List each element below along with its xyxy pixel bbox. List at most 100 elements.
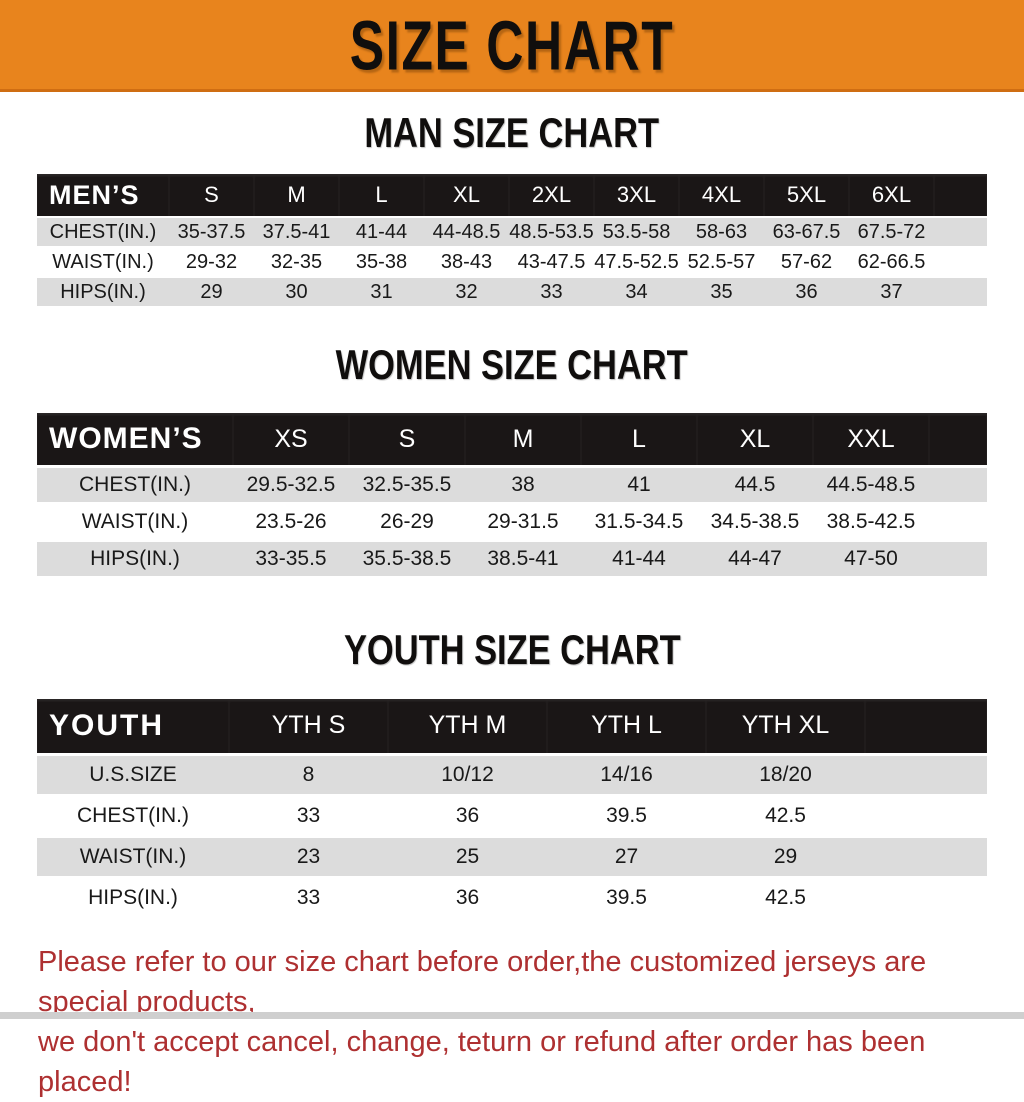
- size-value: 29-31.5: [465, 505, 581, 540]
- size-value: 43-47.5: [509, 248, 594, 277]
- size-table-row: CHEST(IN.) 33 36 39.5 42.5: [37, 796, 987, 835]
- size-value: 47.5-52.5: [594, 248, 679, 277]
- size-value: 36: [764, 278, 849, 307]
- size-value: 44-48.5: [424, 218, 509, 247]
- size-table-row: CHEST(IN.) 35-37.5 37.5-41 41-44 44-48.5 48.5…: [37, 218, 987, 247]
- row-label: HIPS(IN.): [37, 878, 229, 917]
- bottom-border-strip: [0, 1012, 1024, 1019]
- size-value: 41-44: [339, 218, 424, 247]
- header-spacer-cell: [865, 698, 987, 753]
- size-value: 10/12: [388, 755, 547, 794]
- size-value: 58-63: [679, 218, 764, 247]
- size-value: 31.5-34.5: [581, 505, 697, 540]
- size-column-header: L: [581, 413, 697, 466]
- row-spacer-cell: [934, 218, 987, 247]
- row-label: CHEST(IN.): [37, 218, 169, 247]
- women-size-table: WOMEN’S XS S M L XL XXL CHEST(IN.) 29.5-32.5 32.5…: [37, 410, 987, 579]
- row-label: HIPS(IN.): [37, 542, 233, 577]
- size-value: 33: [509, 278, 594, 307]
- size-value: 8: [229, 755, 388, 794]
- men-section-heading-text: MAN SIZE CHART: [364, 109, 660, 156]
- size-table-row: CHEST(IN.) 29.5-32.5 32.5-35.5 38 41 44.5 44.5…: [37, 468, 987, 503]
- youth-size-table: YOUTH YTH S YTH M YTH L YTH XL U.S.SIZE 8 10/12…: [37, 696, 987, 920]
- row-spacer-cell: [929, 505, 987, 540]
- size-value: 29.5-32.5: [233, 468, 349, 503]
- size-value: 34.5-38.5: [697, 505, 813, 540]
- women-size-section: WOMEN SIZE CHART WOMEN’S XS S M L XL XXL CHEST(…: [0, 341, 1024, 579]
- size-value: 41: [581, 468, 697, 503]
- row-spacer-cell: [934, 278, 987, 307]
- size-column-header: M: [254, 174, 339, 217]
- women-section-heading-text: WOMEN SIZE CHART: [335, 341, 689, 389]
- size-column-header: YTH L: [547, 698, 706, 753]
- size-table-row: U.S.SIZE 8 10/12 14/16 18/20: [37, 755, 987, 794]
- disclaimer-line-1: Please refer to our size chart before or…: [38, 945, 927, 1018]
- size-value: 53.5-58: [594, 218, 679, 247]
- size-value: 47-50: [813, 542, 929, 577]
- size-value: 31: [339, 278, 424, 307]
- size-value: 44-47: [697, 542, 813, 577]
- size-column-header: S: [349, 413, 465, 466]
- size-table-header-row: YOUTH YTH S YTH M YTH L YTH XL: [37, 698, 987, 753]
- size-value: 18/20: [706, 755, 865, 794]
- size-table-row: WAIST(IN.) 23 25 27 29: [37, 837, 987, 876]
- size-value: 42.5: [706, 796, 865, 835]
- youth-section-heading-text: YOUTH SIZE CHART: [343, 626, 681, 674]
- size-value: 52.5-57: [679, 248, 764, 277]
- size-value: 67.5-72: [849, 218, 934, 247]
- size-value: 32.5-35.5: [349, 468, 465, 503]
- row-spacer-cell: [865, 878, 987, 917]
- size-value: 27: [547, 837, 706, 876]
- size-table-row: HIPS(IN.) 33-35.5 35.5-38.5 38.5-41 41-44 44-…: [37, 542, 987, 577]
- size-value: 26-29: [349, 505, 465, 540]
- size-value: 63-67.5: [764, 218, 849, 247]
- row-spacer-cell: [929, 468, 987, 503]
- size-value: 35: [679, 278, 764, 307]
- size-value: 38.5-41: [465, 542, 581, 577]
- size-column-header: 3XL: [594, 174, 679, 217]
- size-value: 39.5: [547, 878, 706, 917]
- size-value: 38: [465, 468, 581, 503]
- size-value: 38-43: [424, 248, 509, 277]
- size-column-header: M: [465, 413, 581, 466]
- row-spacer-cell: [865, 837, 987, 876]
- size-value: 62-66.5: [849, 248, 934, 277]
- size-value: 33: [229, 796, 388, 835]
- disclaimer-text: Please refer to our size chart before or…: [38, 942, 1024, 1102]
- disclaimer-line-2: we don't accept cancel, change, teturn o…: [38, 1025, 926, 1098]
- size-value: 35.5-38.5: [349, 542, 465, 577]
- size-column-header: S: [169, 174, 254, 217]
- size-value: 29-32: [169, 248, 254, 277]
- size-value: 37.5-41: [254, 218, 339, 247]
- row-label: CHEST(IN.): [37, 796, 229, 835]
- size-column-header: XL: [424, 174, 509, 217]
- size-column-header: XL: [697, 413, 813, 466]
- size-value: 32: [424, 278, 509, 307]
- size-table-header-row: WOMEN’S XS S M L XL XXL: [37, 413, 987, 466]
- size-value: 38.5-42.5: [813, 505, 929, 540]
- size-table-header-row: MEN’S S M L XL 2XL 3XL 4XL 5XL 6XL: [37, 174, 987, 217]
- size-value: 48.5-53.5: [509, 218, 594, 247]
- size-value: 57-62: [764, 248, 849, 277]
- size-value: 36: [388, 796, 547, 835]
- size-column-header: XS: [233, 413, 349, 466]
- header-spacer-cell: [934, 174, 987, 217]
- row-spacer-cell: [865, 796, 987, 835]
- size-value: 23: [229, 837, 388, 876]
- size-value: 35-37.5: [169, 218, 254, 247]
- size-value: 44.5-48.5: [813, 468, 929, 503]
- size-column-header: 2XL: [509, 174, 594, 217]
- size-chart-banner: SIZE CHART: [0, 0, 1024, 92]
- men-size-section: MAN SIZE CHART MEN’S S M L XL 2XL 3XL 4XL 5XL 6XL…: [0, 92, 1024, 308]
- size-value: 33: [229, 878, 388, 917]
- row-label: WAIST(IN.): [37, 248, 169, 277]
- row-spacer-cell: [865, 755, 987, 794]
- banner-title: SIZE CHART: [349, 5, 675, 84]
- row-label: HIPS(IN.): [37, 278, 169, 307]
- youth-section-heading: YOUTH SIZE CHART: [0, 627, 1024, 673]
- men-size-table: MEN’S S M L XL 2XL 3XL 4XL 5XL 6XL CHEST(IN.) 35-37…: [37, 172, 987, 308]
- size-table-row: HIPS(IN.) 29 30 31 32 33 34 35 36 37: [37, 278, 987, 307]
- size-value: 29: [169, 278, 254, 307]
- table-category-label: MEN’S: [37, 174, 169, 217]
- size-column-header: YTH M: [388, 698, 547, 753]
